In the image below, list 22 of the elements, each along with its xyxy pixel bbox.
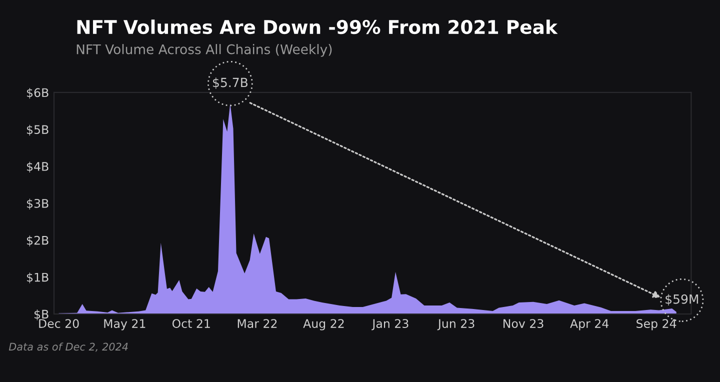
annotation: $59M [666, 294, 698, 306]
y-tick-label: $4B [26, 162, 48, 173]
x-tick-label: Apr 24 [570, 319, 609, 330]
x-tick-label: Dec 20 [39, 319, 79, 328]
x-tick-label: May 21 [104, 319, 146, 330]
x-tick-label: Aug 22 [303, 319, 344, 330]
annotation: $5.7B [213, 78, 248, 89]
y-tick-label: $6B [26, 88, 48, 99]
y-tick-label: $2B [26, 236, 48, 246]
y-tick-label: $5B [26, 124, 48, 136]
x-tick-label: Nov 23 [504, 319, 544, 328]
x-tick-label: Mar 22 [238, 319, 277, 328]
x-tick-label: Sep 24 [636, 319, 676, 330]
x-tick-label: Oct 21 [172, 319, 210, 328]
y-tick-label: $3B [26, 198, 48, 210]
chart-subtitle: NFT Volume Across All Chains (Weekly) [76, 44, 332, 57]
y-tick-label: $1B [26, 272, 48, 284]
text: Data as of Dec 2, 2024 [8, 342, 128, 352]
y-tick-label: $B [34, 310, 48, 320]
x-tick-label: Jun 23 [437, 319, 474, 330]
x-tick-label: Jan 23 [372, 319, 408, 330]
chart-title: NFT Volumes Are Down -99% From 2021 Peak [77, 20, 558, 34]
